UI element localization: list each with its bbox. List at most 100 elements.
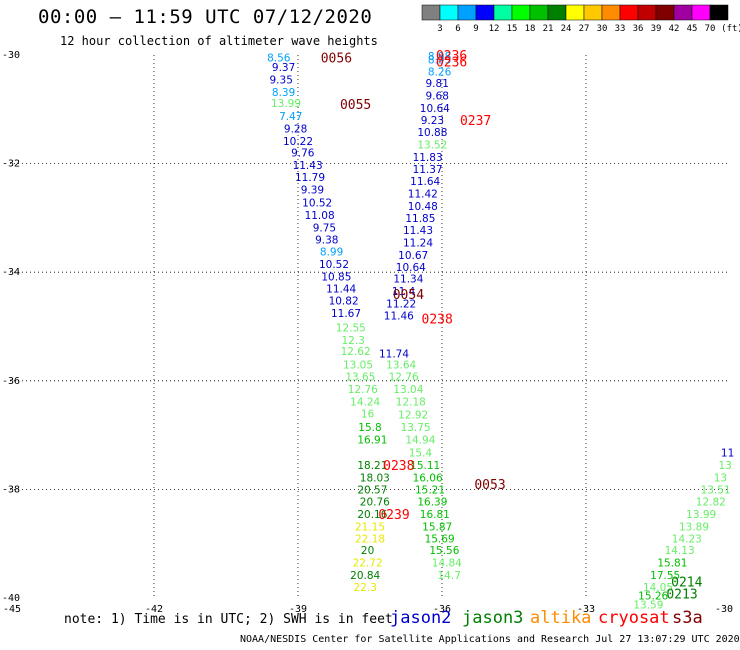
colorbar-label: 24: [561, 24, 572, 34]
data-point-label: 20.16: [357, 509, 387, 521]
data-point-label: 8.98: [428, 51, 451, 63]
colorbar-swatch: [457, 4, 477, 21]
data-point-label: 9.28: [284, 123, 307, 135]
data-point-label: 22.72: [353, 558, 383, 570]
data-point-label: 13.99: [686, 509, 716, 521]
data-point-label: 8.93: [428, 54, 451, 66]
data-point-label: 17.55: [650, 570, 680, 582]
data-point-label: 16.81: [420, 509, 450, 521]
data-point-label: 13.89: [679, 521, 709, 533]
track-time-label: 0056: [321, 52, 352, 67]
colorbar-label: (ft): [721, 24, 740, 34]
colorbar-swatch: [709, 4, 729, 21]
colorbar-swatch: [655, 4, 675, 21]
data-point-label: 9.38: [315, 235, 338, 247]
data-point-label: 16.39: [417, 496, 447, 508]
colorbar-swatch: [601, 4, 621, 21]
y-tick-label: -32: [2, 159, 20, 170]
legend-cryosat: cryosat: [598, 608, 670, 628]
data-point-label: 8.39: [272, 87, 295, 99]
colorbar-label: 36: [633, 24, 644, 34]
x-tick-label: -33: [577, 604, 595, 615]
data-point-label: 20.57: [357, 484, 387, 496]
colorbar-swatch: [439, 4, 459, 21]
legend-altika: altika: [530, 608, 592, 628]
colorbar-label: 15: [507, 24, 518, 34]
track-time-label: 0236: [436, 56, 467, 71]
data-point-label: 14.05: [643, 582, 673, 594]
legend-jason2: jason2: [390, 608, 452, 628]
data-point-label: 14.13: [665, 545, 695, 557]
data-point-label: 8.99: [320, 247, 343, 259]
chart-subtitle: 12 hour collection of altimeter wave hei…: [60, 34, 378, 48]
data-point-label: 18.21: [357, 460, 387, 472]
colorbar-swatch: [637, 4, 657, 21]
colorbar-label: 21: [543, 24, 554, 34]
y-tick-label: -30: [2, 50, 20, 61]
data-point-label: 11.4: [392, 286, 416, 298]
data-point-label: 12.55: [336, 323, 366, 335]
data-point-label: 12.18: [396, 396, 426, 408]
data-point-label: 14.23: [672, 533, 702, 545]
track-time-label: 0053: [474, 478, 505, 493]
data-point-label: 14.94: [405, 434, 435, 446]
data-point-label: 11.79: [295, 172, 325, 184]
data-point-label: 9.39: [301, 185, 324, 197]
data-point-label: 22.3: [354, 582, 377, 594]
track-time-label: 0213: [666, 588, 697, 603]
data-point-label: 20.84: [350, 570, 380, 582]
legend-jason3: jason3: [462, 608, 524, 628]
data-point-label: 13.05: [343, 360, 373, 372]
data-point-label: 8.26: [428, 66, 452, 78]
data-point-label: 20.76: [360, 496, 390, 508]
data-point-label: 8.56: [267, 53, 291, 65]
data-point-label: 12.3: [342, 335, 365, 347]
data-point-label: 15.4: [409, 447, 433, 459]
colorbar-swatch: [421, 4, 441, 21]
colorbar-swatch: [511, 4, 531, 21]
data-point-label: 16: [361, 408, 375, 420]
track-time-label: 0239: [378, 508, 409, 523]
data-point-label: 9.81: [426, 78, 449, 90]
data-point-label: 20: [361, 545, 374, 557]
chart-title: 00:00 — 11:59 UTC 07/12/2020: [38, 6, 373, 28]
data-point-label: 9.23: [421, 115, 444, 127]
data-point-label: 11.85: [405, 213, 435, 225]
colorbar-swatch: [547, 4, 567, 21]
x-tick-label: -39: [289, 604, 307, 615]
x-tick-label: -30: [715, 604, 733, 615]
data-point-label: 11.42: [408, 188, 438, 200]
data-point-label: 11: [721, 447, 734, 459]
data-point-label: 16.91: [357, 434, 387, 446]
data-point-label: 13: [714, 472, 727, 484]
data-point-label: 13.59: [633, 600, 663, 612]
data-point-label: 11.24: [403, 237, 433, 249]
data-point-label: 10.52: [302, 198, 332, 210]
credit-line: NOAA/NESDIS Center for Satellite Applica…: [240, 634, 740, 645]
data-point-label: 11.37: [413, 164, 443, 176]
track-time-label: 0237: [460, 114, 491, 129]
data-point-label: 10.67: [398, 250, 428, 262]
data-point-label: 11.22: [386, 299, 416, 311]
y-tick-label: -40: [2, 593, 20, 604]
data-point-label: 13.75: [401, 422, 431, 434]
data-point-label: 10.22: [283, 136, 313, 148]
colorbar-label: 18: [525, 24, 536, 34]
data-point-label: 7.47: [279, 111, 302, 123]
track-time-label: 0054: [393, 288, 424, 303]
track-time-label: 0055: [340, 98, 371, 113]
colorbar-label: 12: [489, 24, 500, 34]
colorbar-label: 42: [669, 24, 680, 34]
colorbar-label: 30: [597, 24, 608, 34]
data-point-label: 11.43: [403, 225, 433, 237]
data-point-label: 13.99: [271, 98, 301, 110]
data-point-label: 11.74: [379, 349, 409, 361]
colorbar-swatch: [529, 4, 549, 21]
data-point-label: 15.26: [638, 590, 668, 602]
data-point-label: 16.06: [413, 472, 443, 484]
colorbar-label: 27: [579, 24, 590, 34]
data-point-label: 12.76: [348, 384, 378, 396]
data-point-label: 11.43: [293, 160, 323, 172]
data-point-label: 10.48: [408, 201, 438, 213]
data-point-label: 9.76: [291, 148, 315, 160]
